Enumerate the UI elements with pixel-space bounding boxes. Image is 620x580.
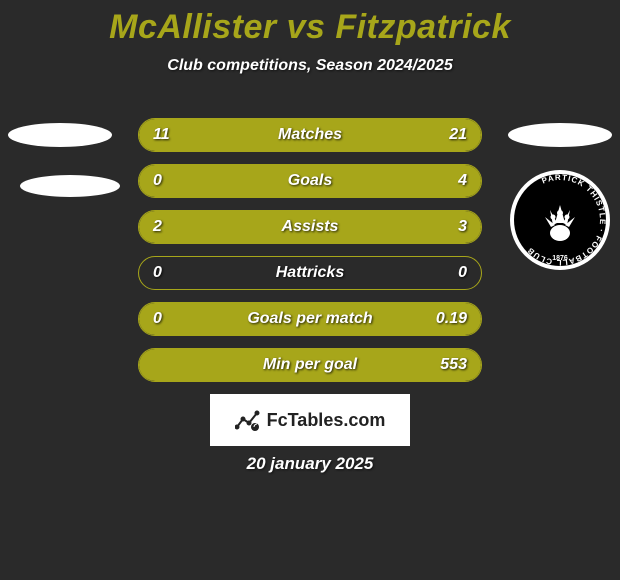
- stat-row: 23Assists: [138, 210, 482, 244]
- bar-right: [276, 211, 481, 243]
- bar-right: [139, 349, 481, 381]
- stat-value-right: 21: [449, 119, 467, 151]
- stat-row: 04Goals: [138, 164, 482, 198]
- player-left-badge: [0, 115, 120, 295]
- ellipse-shape: [8, 123, 112, 147]
- stat-label: Hattricks: [139, 257, 481, 289]
- stat-value-left: 0: [153, 303, 162, 335]
- stat-value-left: 0: [153, 165, 162, 197]
- stat-value-right: 553: [440, 349, 467, 381]
- stat-row: 0 0Hattricks: [138, 256, 482, 290]
- stat-row: 553Min per goal: [138, 348, 482, 382]
- founded-year: 1876: [552, 255, 568, 262]
- stats-container: 1121Matches04Goals23Assists00Hattricks00…: [138, 118, 482, 394]
- club-badge: PARTICK THISTLE · FOOTBALL CLUB 1876: [510, 170, 610, 270]
- stat-value-right: 0.19: [436, 303, 467, 335]
- player-right-badge: PARTICK THISTLE · FOOTBALL CLUB 1876: [500, 115, 620, 295]
- stat-row: 00.19Goals per match: [138, 302, 482, 336]
- stat-value-left: 11: [153, 119, 170, 151]
- bar-right: [139, 303, 481, 335]
- stat-value-left: 2: [153, 211, 162, 243]
- page-title: McAllister vs Fitzpatrick: [0, 0, 620, 47]
- subtitle: Club competitions, Season 2024/2025: [0, 57, 620, 75]
- branding-text: FcTables.com: [267, 410, 386, 431]
- branding-logo-icon: [235, 407, 261, 433]
- svg-text:PARTICK THISTLE · FOOTBALL CLU: PARTICK THISTLE · FOOTBALL CLUB: [525, 174, 606, 266]
- stat-value-right: 3: [458, 211, 467, 243]
- stat-value-right: 0: [458, 257, 467, 289]
- bar-right: [139, 165, 481, 197]
- date-label: 20 january 2025: [0, 454, 620, 474]
- branding-banner: FcTables.com: [210, 394, 410, 446]
- stat-value-left: 0: [153, 257, 162, 289]
- stat-value-right: 4: [458, 165, 467, 197]
- ellipse-shape: [508, 123, 612, 147]
- stat-row: 1121Matches: [138, 118, 482, 152]
- ellipse-shape: [20, 175, 120, 197]
- badge-ring-text: PARTICK THISTLE · FOOTBALL CLUB 1876: [514, 174, 606, 266]
- club-badge-inner: PARTICK THISTLE · FOOTBALL CLUB 1876: [514, 174, 606, 266]
- bar-right: [255, 119, 481, 151]
